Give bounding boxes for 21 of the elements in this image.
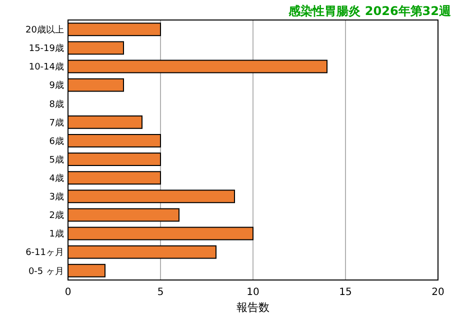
- x-tick-label: 15: [339, 287, 352, 298]
- y-tick-label: 5歳: [49, 154, 64, 166]
- x-tick-label: 0: [64, 287, 72, 298]
- y-tick-label: 8歳: [49, 98, 64, 110]
- y-tick-label: 9歳: [49, 80, 64, 92]
- y-tick-label: 1歳: [49, 228, 64, 240]
- y-tick-label: 7歳: [49, 117, 64, 128]
- x-tick-label: 10: [246, 287, 260, 298]
- x-axis-title: 報告数: [236, 301, 270, 314]
- y-tick-label: 4歳: [49, 172, 64, 184]
- y-tick-label: 15-19歳: [28, 43, 64, 54]
- y-tick-label: 2歳: [49, 210, 64, 222]
- y-tick-label: 20歳以上: [26, 24, 64, 36]
- chart-title: 感染性胃腸炎 2026年第32週: [288, 4, 452, 18]
- y-tick-label: 0-5 ヶ月: [28, 266, 64, 277]
- x-tick-label: 20: [432, 287, 444, 298]
- y-tick-label: 3歳: [49, 192, 64, 203]
- y-tick-label: 6歳: [49, 136, 64, 147]
- y-tick-label: 6-11ヶ月: [26, 248, 64, 258]
- y-tick-label: 10-14歳: [28, 62, 64, 73]
- x-tick-label: 5: [157, 287, 164, 298]
